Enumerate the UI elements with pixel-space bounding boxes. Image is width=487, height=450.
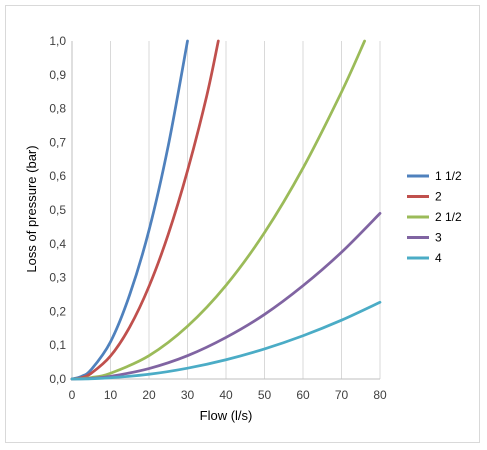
y-tick-labels: 0,0 0,1 0,2 0,3 0,4 0,5 0,6 0,7 0,8 0,9 1,0 — [49, 34, 66, 386]
legend-item: 3 — [407, 231, 442, 245]
y-tick-label: 0,2 — [49, 304, 66, 318]
series-line-4 — [70, 300, 382, 381]
y-tick-label: 0,1 — [49, 338, 66, 352]
x-tick-label: 70 — [335, 388, 349, 402]
x-tick-label: 0 — [69, 388, 76, 402]
legend-item: 4 — [407, 251, 442, 265]
legend-item: 2 — [407, 190, 442, 204]
legend-label: 4 — [435, 251, 442, 265]
y-tick-label: 0,7 — [49, 135, 66, 149]
x-tick-label: 40 — [219, 388, 233, 402]
x-tick-label: 80 — [373, 388, 387, 402]
y-tick-label: 0,6 — [49, 169, 66, 183]
axes — [71, 41, 380, 380]
legend-label: 3 — [435, 231, 442, 245]
x-tick-label: 60 — [296, 388, 310, 402]
x-tick-labels: 0 10 20 30 40 50 60 70 80 — [69, 388, 387, 402]
y-tick-label: 0,0 — [49, 372, 66, 386]
series-line-1-1-2 — [70, 39, 189, 381]
series-lines — [70, 39, 382, 381]
series-line-2-1-2 — [70, 39, 366, 381]
y-tick-label: 0,4 — [49, 237, 66, 251]
y-tick-label: 0,8 — [49, 102, 66, 116]
x-axis-title: Flow (l/s) — [200, 408, 253, 423]
y-axis-title: Loss of pressure (bar) — [24, 145, 39, 272]
y-tick-label: 0,9 — [49, 68, 66, 82]
chart-frame — [5, 5, 480, 443]
legend-item: 2 1/2 — [407, 210, 462, 224]
series-line-2 — [70, 39, 220, 381]
x-tick-label: 20 — [142, 388, 156, 402]
x-tick-label: 50 — [258, 388, 272, 402]
grid-lines — [110, 41, 381, 379]
legend-label: 2 1/2 — [435, 210, 462, 224]
legend-label: 2 — [435, 190, 442, 204]
y-tick-label: 0,5 — [49, 203, 66, 217]
x-tick-label: 10 — [104, 388, 118, 402]
legend-label: 1 1/2 — [435, 169, 462, 183]
legend-item: 1 1/2 — [407, 169, 462, 183]
legend: 1 1/2 2 2 1/2 3 4 — [407, 169, 462, 265]
y-tick-label: 0,3 — [49, 271, 66, 285]
x-tick-label: 30 — [181, 388, 195, 402]
y-tick-label: 1,0 — [49, 34, 66, 48]
